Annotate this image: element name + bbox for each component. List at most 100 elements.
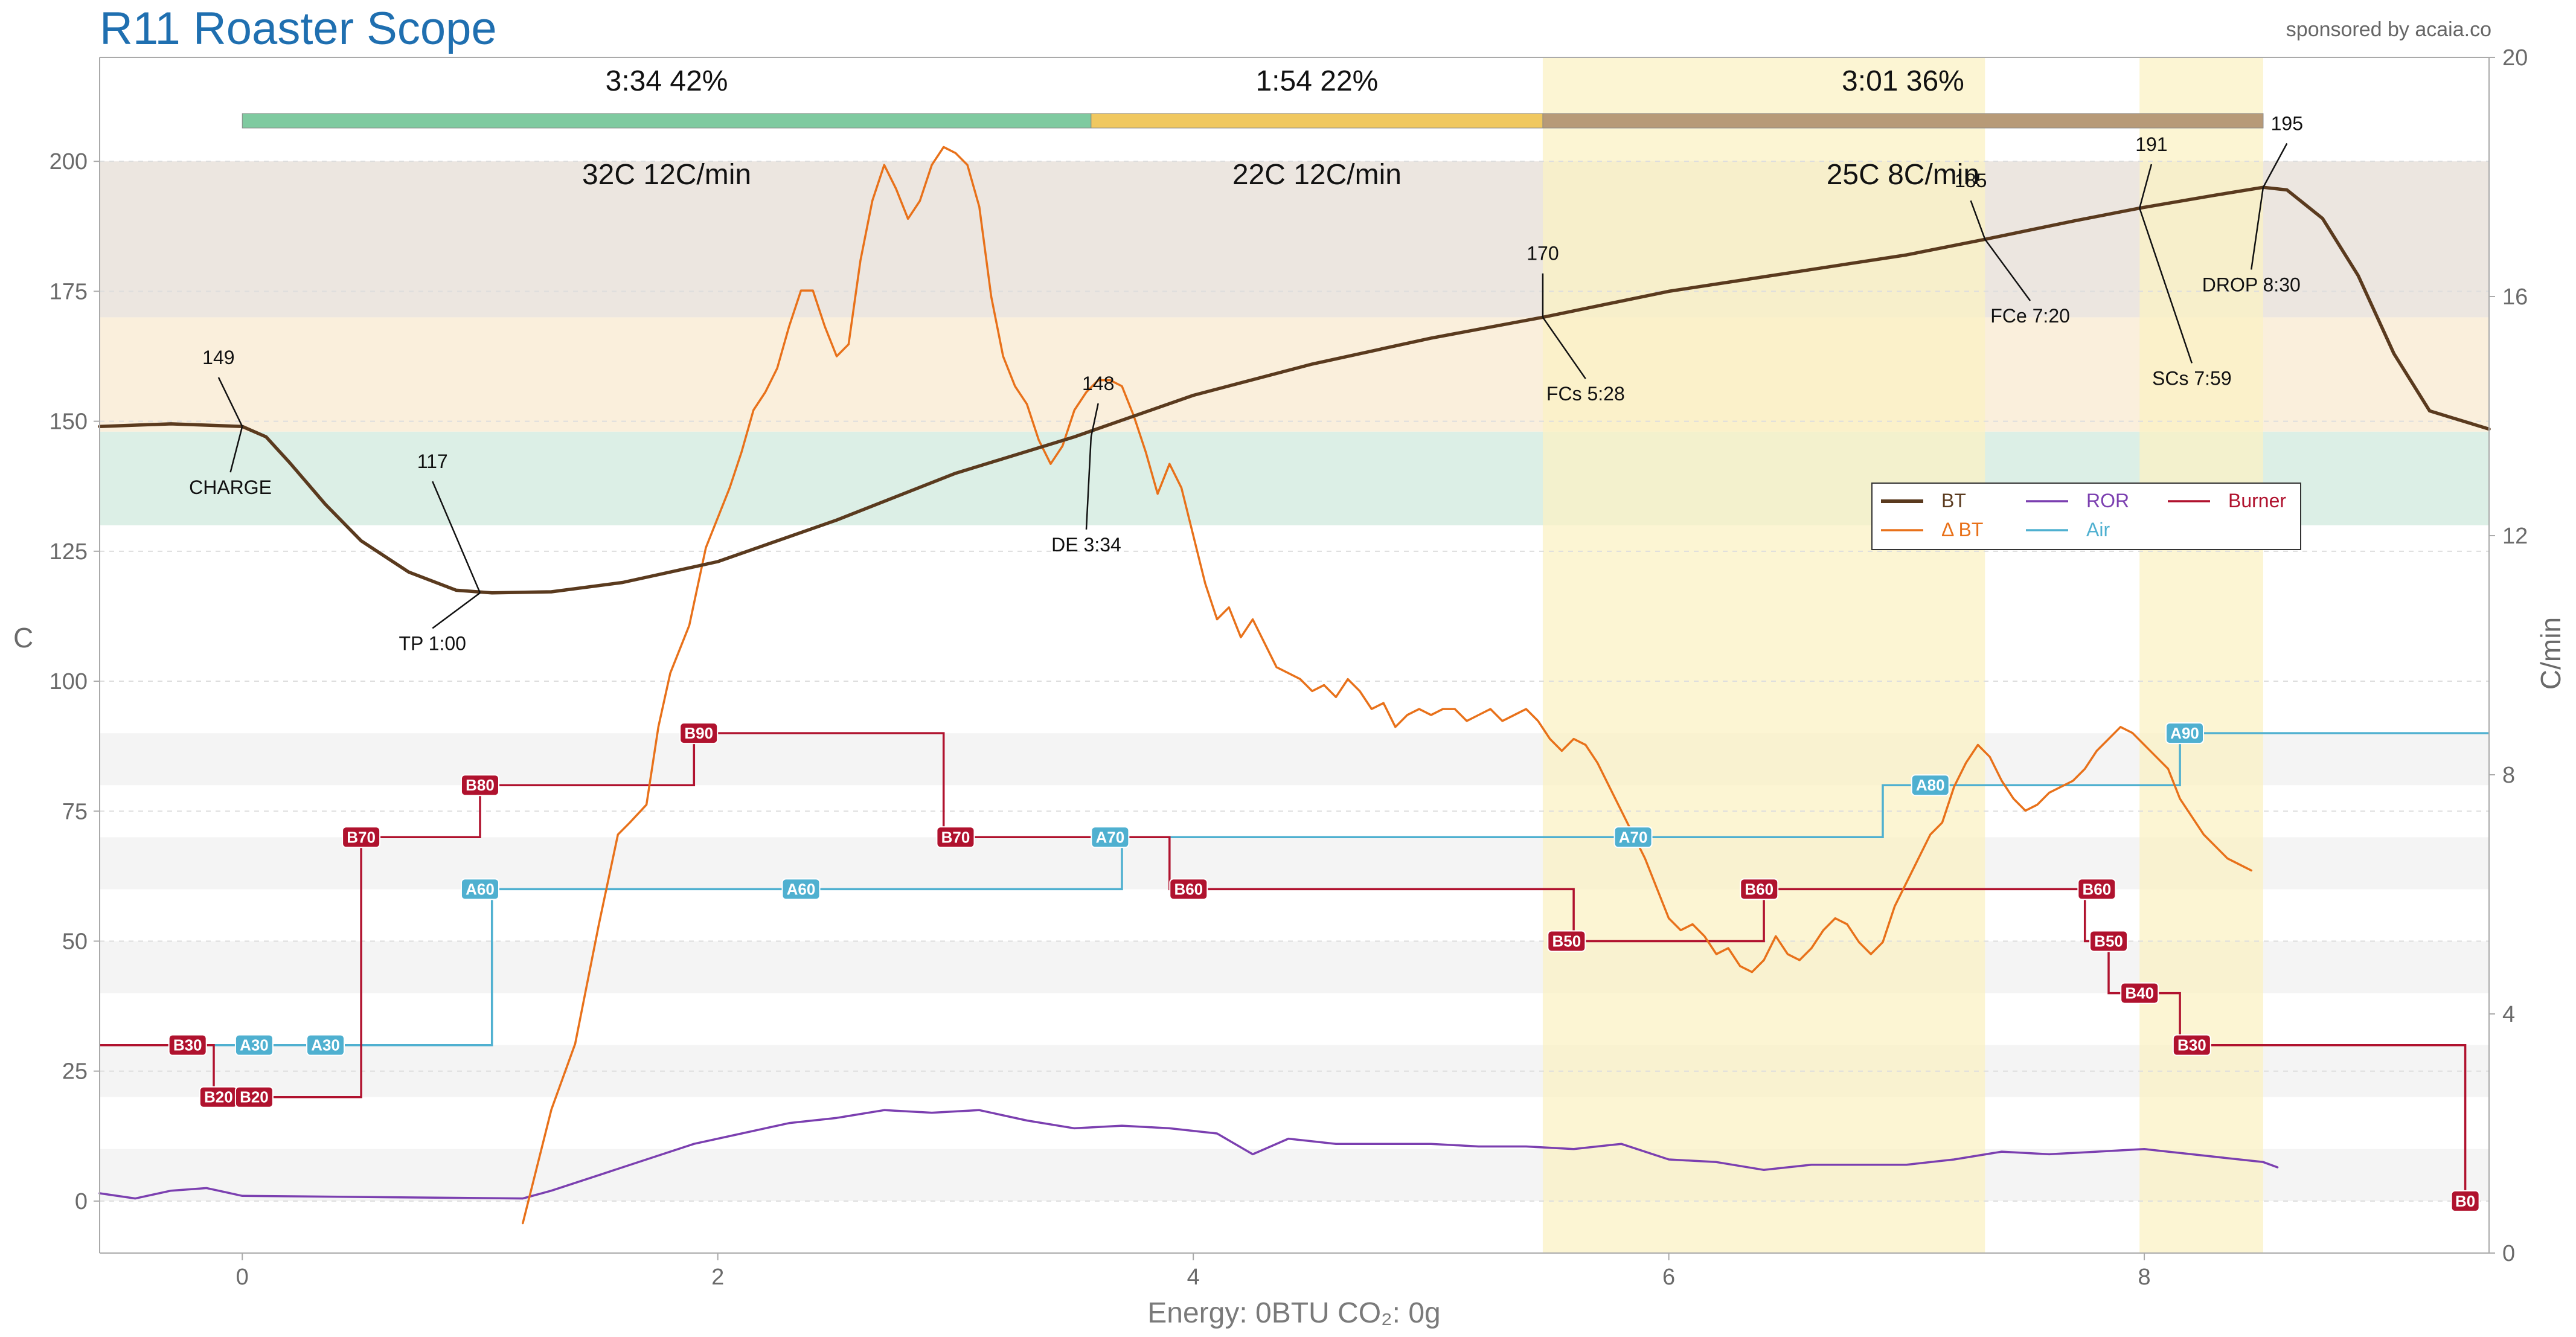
phase-time-development: 3:01 36%: [1842, 65, 1964, 97]
burner-badge: [2450, 1190, 2480, 1212]
burner-badge: [168, 1034, 207, 1056]
ror-line: [98, 1109, 2279, 1200]
y-left-tick-label: 50: [62, 929, 88, 954]
y-left-tick-label: 125: [50, 539, 88, 565]
legend-box: [1871, 483, 2301, 550]
annotation-leader: [1542, 316, 1586, 379]
legend-label[interactable]: Δ BT: [1941, 519, 1983, 540]
burner-badge: [1740, 878, 1779, 900]
burner-badge: [2120, 982, 2159, 1004]
burner-badge: [234, 1086, 274, 1108]
burner-badge: [2089, 930, 2129, 952]
annotation-leader: [1085, 437, 1092, 530]
burner-badge: [1547, 930, 1586, 952]
legend-label[interactable]: BT: [1941, 490, 1966, 511]
burner-badge: [2172, 1034, 2211, 1056]
app-title: R11 Roaster Scope: [100, 3, 497, 54]
burner-badge-label: B30: [2177, 1036, 2206, 1054]
legend-label[interactable]: ROR: [2086, 490, 2129, 511]
air-badge-label: A30: [240, 1036, 269, 1054]
x-tick-label: 0: [236, 1265, 249, 1290]
annotation-leader: [2139, 208, 2193, 364]
burner-badge-label: B20: [240, 1088, 269, 1106]
annotation-value-tp: 117: [417, 450, 448, 472]
legend-label[interactable]: Burner: [2228, 490, 2286, 511]
annotation-leader: [217, 377, 243, 427]
grid-stripe: [100, 733, 2489, 786]
air-badge: [1613, 826, 1653, 848]
energy-footer: Energy: 0BTU CO₂: 0g: [1147, 1297, 1440, 1329]
annotation-label-drop: DROP 8:30: [2202, 274, 2301, 295]
annotation-leader: [432, 592, 481, 629]
phase-highlight: [1542, 57, 1985, 1253]
chart-legend[interactable]: BT ROR Burner Δ BT Air: [1871, 483, 2301, 550]
air-step-line: [100, 732, 2489, 1047]
phase-bar-maillard: [1091, 113, 1543, 129]
burner-badge-label: B20: [204, 1088, 233, 1106]
y-axis-left-label: C: [13, 622, 33, 653]
annotation-leader: [2262, 143, 2288, 188]
y-right-tick-label: 20: [2502, 45, 2528, 71]
phase-time-maillard: 1:54 22%: [1255, 65, 1378, 97]
y-axis-right-label: C/min: [2535, 617, 2566, 690]
burner-badge-label: B60: [2082, 880, 2111, 898]
y-left-tick-label: 75: [62, 799, 88, 824]
y-right-tick-label: 4: [2502, 1002, 2515, 1027]
x-tick-label: 4: [1187, 1265, 1200, 1290]
annotation-value-fcs: 170: [1527, 243, 1559, 265]
air-badge-label: A80: [1916, 776, 1945, 794]
annotation-label-de: DE 3:34: [1051, 534, 1121, 556]
annotation-leader: [1984, 239, 2031, 301]
grid-stripe: [100, 837, 2489, 890]
burner-badge-label: B90: [684, 724, 713, 742]
annotation-leader: [1970, 200, 1986, 240]
annotation-value-fce: 185: [1955, 170, 1987, 191]
air-badge-label: A60: [787, 880, 816, 898]
burner-badge-label: B30: [173, 1036, 202, 1054]
air-badge: [460, 878, 499, 900]
burner-badge: [342, 826, 381, 848]
annotation-leader: [432, 481, 481, 594]
burner-badge-label: B60: [1174, 880, 1203, 898]
phase-bar-dry: [242, 113, 1092, 129]
air-badge: [306, 1034, 345, 1056]
air-badge-label: A90: [2170, 724, 2199, 742]
y-left-tick-label: 25: [62, 1059, 88, 1085]
y-left-tick-label: 100: [50, 669, 88, 694]
delta-bt-line: [522, 146, 2253, 1225]
y-right-tick-label: 12: [2502, 524, 2528, 549]
phase-bar-development: [1542, 113, 2264, 129]
phase-time-dry: 3:34 42%: [606, 65, 728, 97]
burner-badge-label: B70: [941, 828, 970, 846]
annotation-leader: [1090, 403, 1099, 437]
burner-badge-label: B60: [1745, 880, 1773, 898]
y-right-tick-label: 0: [2502, 1241, 2515, 1266]
legend-label[interactable]: Air: [2086, 519, 2110, 540]
air-badge: [2165, 722, 2205, 745]
annotation-leader: [2139, 164, 2153, 208]
y-right-tick-label: 8: [2502, 763, 2515, 788]
x-tick-label: 6: [1662, 1265, 1675, 1290]
y-left-tick-label: 175: [50, 279, 88, 304]
phase-rate-dry: 32C 12C/min: [582, 159, 751, 191]
burner-badge-label: B80: [466, 776, 495, 794]
burner-badge: [2077, 878, 2116, 900]
air-badge-label: A70: [1619, 828, 1648, 846]
air-badge: [781, 878, 821, 900]
phase-rate-development: 25C 8C/min: [1827, 159, 1979, 191]
burner-badge: [1169, 878, 1208, 900]
sponsor-text: sponsored by acaia.co: [2286, 18, 2491, 41]
x-tick-label: 8: [2138, 1265, 2151, 1290]
annotation-value-drop: 195: [2271, 113, 2303, 135]
air-badge: [1911, 774, 1950, 797]
burner-badge-label: B40: [2125, 984, 2154, 1002]
chart-background: [100, 57, 2489, 1253]
annotation-label-fce: FCe 7:20: [1990, 305, 2070, 327]
phase-highlight: [2139, 57, 2263, 1253]
annotation-leader: [229, 426, 243, 473]
air-badge: [234, 1034, 274, 1056]
x-tick-label: 2: [711, 1265, 724, 1290]
y-left-tick-label: 150: [50, 409, 88, 435]
air-badge-label: A70: [1096, 828, 1125, 846]
temperature-band: [100, 317, 2489, 432]
